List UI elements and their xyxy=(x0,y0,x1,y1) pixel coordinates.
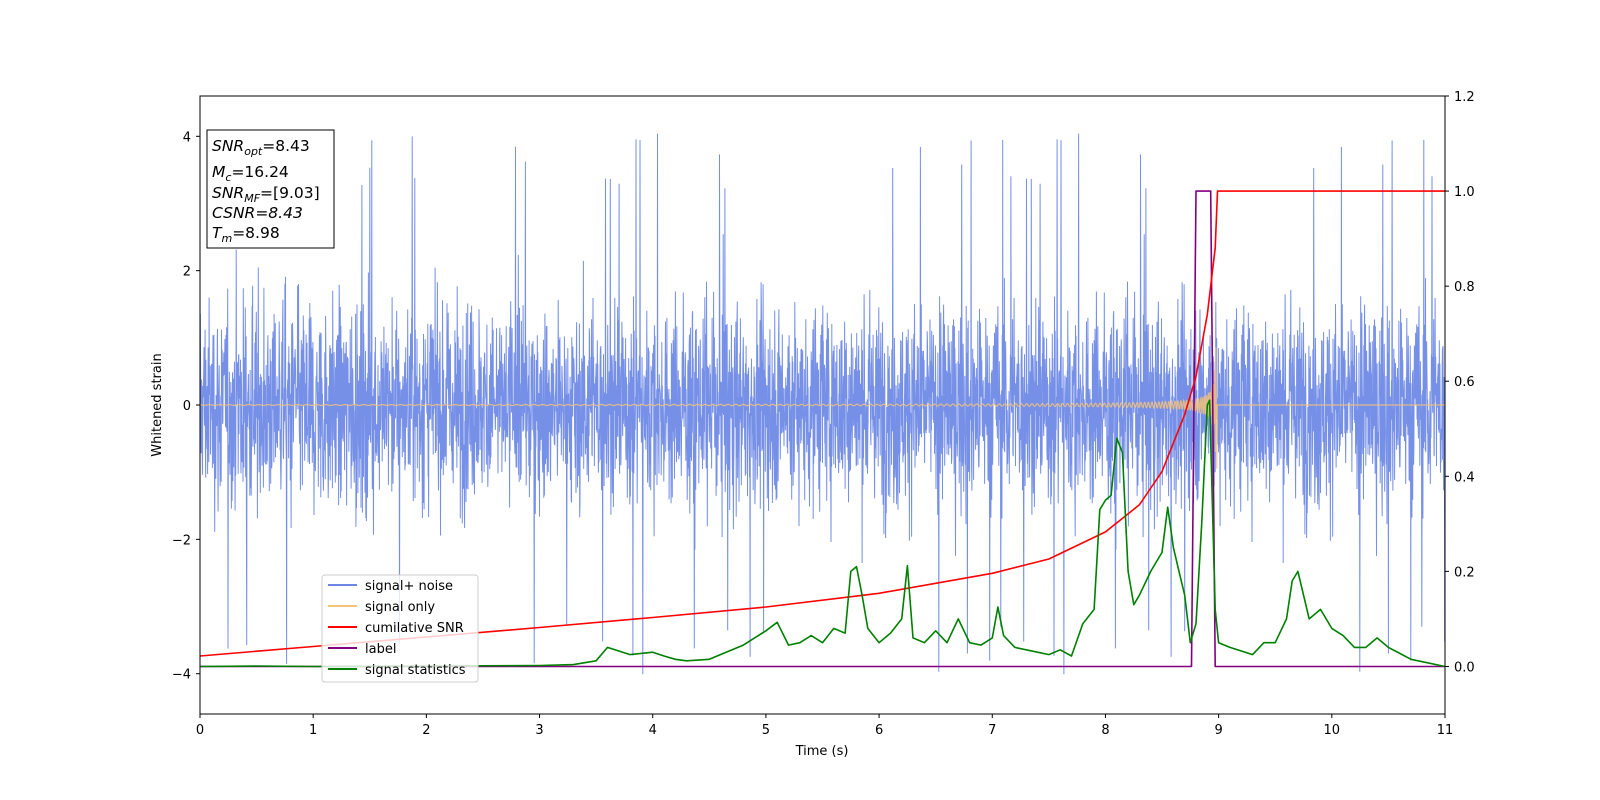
legend-label-signal-only: signal only xyxy=(365,600,435,615)
info-mc: Mc=16.24 xyxy=(212,163,289,184)
legend-frame xyxy=(321,574,479,683)
info-csnr: CSNR=8.43 xyxy=(212,204,303,222)
y-left-tick-label: −2 xyxy=(172,533,191,548)
y-right-tick-label: 1.0 xyxy=(1454,185,1475,200)
signal-only-line xyxy=(199,347,1445,469)
info-box: SNRopt=8.43 Mc=16.24 SNRMF=[9.03] CSNR=8… xyxy=(206,129,335,249)
legend-item-label: label xyxy=(328,642,396,657)
x-tick-label: 11 xyxy=(1437,723,1454,738)
y-right-tick-label: 0.8 xyxy=(1454,280,1475,295)
x-tick-label: 4 xyxy=(649,723,657,738)
legend-label-signal-statistics: signal statistics xyxy=(365,663,466,678)
y-right-tick-label: 0.4 xyxy=(1454,470,1475,485)
x-tick-label: 8 xyxy=(1101,723,1109,738)
y-left-tick-label: 2 xyxy=(183,265,191,280)
y-right-tick-label: 0.2 xyxy=(1454,565,1475,580)
info-box-frame xyxy=(206,129,335,249)
axis-ticks: 0 1 2 3 4 5 6 7 8 9 10 11 4 2 0 −2 −4 1.2 1.0 0.8 0.6 0.4 0.2 0… xyxy=(172,90,1475,738)
x-tick-label: 0 xyxy=(196,723,204,738)
series-lines xyxy=(199,190,1446,668)
cumulative-snr-line xyxy=(199,190,1445,657)
signal-statistics-line xyxy=(199,399,1446,668)
signal-noise-series xyxy=(199,133,1446,675)
y-right-tick-label: 1.2 xyxy=(1454,90,1475,105)
legend-item-signal-statistics: signal statistics xyxy=(328,663,466,678)
y-left-tick-label: −4 xyxy=(172,668,191,683)
signal-only-series xyxy=(199,347,1445,469)
legend: signal+ noise signal only cumilative SNR… xyxy=(321,574,479,683)
label-line xyxy=(200,190,1445,668)
legend-label-cumulative-snr: cumilative SNR xyxy=(365,621,464,636)
legend-label-signal-noise: signal+ noise xyxy=(365,579,453,594)
legend-item-signal-noise: signal+ noise xyxy=(328,579,453,594)
y-left-tick-label: 0 xyxy=(183,399,191,414)
info-tm: Tm=8.98 xyxy=(212,224,280,245)
info-snr-opt: SNRopt=8.43 xyxy=(212,137,310,158)
legend-label-label: label xyxy=(365,642,396,657)
y-right-tick-label: 0.6 xyxy=(1454,375,1475,390)
x-tick-label: 6 xyxy=(875,723,883,738)
legend-item-cumulative-snr: cumilative SNR xyxy=(328,621,464,636)
legend-item-signal-only: signal only xyxy=(328,600,435,615)
x-tick-label: 3 xyxy=(535,723,543,738)
x-tick-label: 10 xyxy=(1324,723,1341,738)
x-tick-label: 5 xyxy=(762,723,770,738)
signal-noise-line xyxy=(199,133,1446,675)
x-tick-label: 1 xyxy=(309,723,317,738)
y-right-tick-label: 0.0 xyxy=(1454,660,1475,675)
info-snr-mf: SNRMF=[9.03] xyxy=(212,184,320,205)
y-left-tick-label: 4 xyxy=(183,130,191,145)
x-axis-label: Time (s) xyxy=(795,744,849,759)
x-tick-label: 7 xyxy=(988,723,996,738)
x-tick-label: 9 xyxy=(1214,723,1222,738)
x-tick-label: 2 xyxy=(422,723,430,738)
y-axis-label: Whitened strain xyxy=(150,353,165,456)
